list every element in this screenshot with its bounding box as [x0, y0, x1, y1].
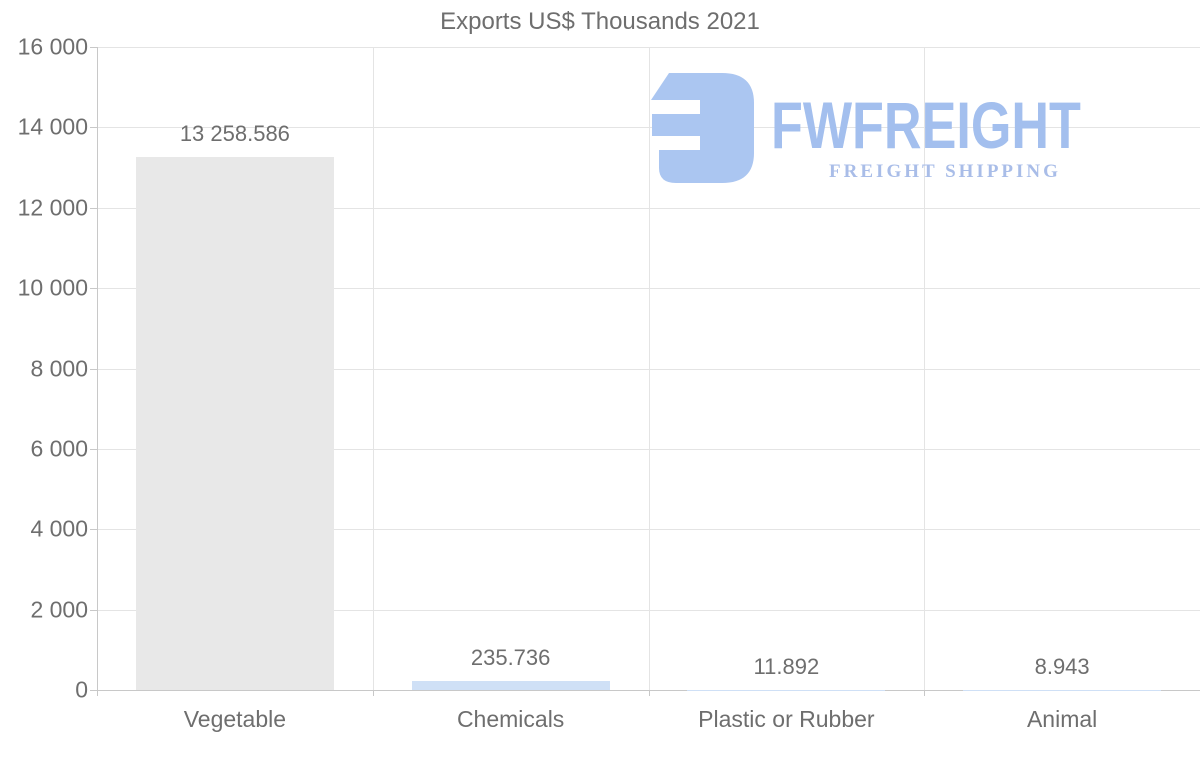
- gridline-horizontal: [97, 529, 1200, 530]
- x-axis-category-label-vegetable: Vegetable: [183, 706, 287, 732]
- x-axis-category-label-chemicals: Chemicals: [456, 706, 565, 732]
- y-axis-label: 2 000: [30, 596, 88, 623]
- y-axis-tick: [90, 369, 97, 370]
- y-axis-tick: [90, 208, 97, 209]
- y-axis-label: 14 000: [17, 113, 88, 140]
- bar-value-label-chemicals: 235.736: [470, 644, 551, 670]
- y-axis-tick: [90, 127, 97, 128]
- bar-value-label-vegetable: 13 258.586: [179, 121, 290, 147]
- chart-title: Exports US$ Thousands 2021: [440, 8, 760, 35]
- x-axis-tick: [373, 690, 374, 696]
- x-axis-line: [90, 690, 1200, 691]
- y-axis-tick: [90, 529, 97, 530]
- watermark-tagline-text: FREIGHT SHIPPING: [829, 161, 1061, 182]
- bar-value-label-animal: 8.943: [1034, 653, 1090, 679]
- x-axis-tick: [924, 690, 925, 696]
- y-axis-line: [97, 47, 98, 690]
- y-axis-tick: [90, 47, 97, 48]
- gridline-vertical: [649, 47, 650, 690]
- x-axis-category-label-animal: Animal: [1026, 706, 1098, 732]
- y-axis-tick: [90, 288, 97, 289]
- watermark-text-block: FWFREIGHT FREIGHT SHIPPING: [771, 88, 1163, 183]
- watermark-brand-text: FWFREIGHT: [771, 88, 1081, 162]
- x-axis-tick: [97, 690, 98, 696]
- bar-value-label-plastic-or-rubber: 11.892: [753, 653, 820, 679]
- gridline-horizontal: [97, 47, 1200, 48]
- bar-chemicals: [411, 680, 610, 690]
- gridline-horizontal: [97, 127, 1200, 128]
- x-axis-category-label-plastic-or-rubber: Plastic or Rubber: [698, 706, 875, 732]
- gridline-horizontal: [97, 288, 1200, 289]
- gridline-horizontal: [97, 610, 1200, 611]
- gridline-horizontal: [97, 208, 1200, 209]
- fwfreight-watermark: FWFREIGHT FREIGHT SHIPPING: [648, 73, 1163, 183]
- gridline-horizontal: [97, 449, 1200, 450]
- gridline-vertical: [924, 47, 925, 690]
- y-axis-label: 0: [75, 676, 88, 703]
- y-axis-label: 10 000: [17, 274, 88, 301]
- y-axis-label: 12 000: [17, 194, 88, 221]
- x-axis-tick: [649, 690, 650, 696]
- y-axis-label: 8 000: [30, 355, 88, 382]
- y-axis-label: 16 000: [17, 33, 88, 60]
- bar-vegetable: [135, 157, 334, 690]
- y-axis-tick: [90, 449, 97, 450]
- gridline-vertical: [373, 47, 374, 690]
- y-axis-label: 6 000: [30, 435, 88, 462]
- y-axis-label: 4 000: [30, 515, 88, 542]
- fwfreight-logo-icon: [648, 73, 755, 183]
- gridline-horizontal: [97, 369, 1200, 370]
- y-axis-tick: [90, 610, 97, 611]
